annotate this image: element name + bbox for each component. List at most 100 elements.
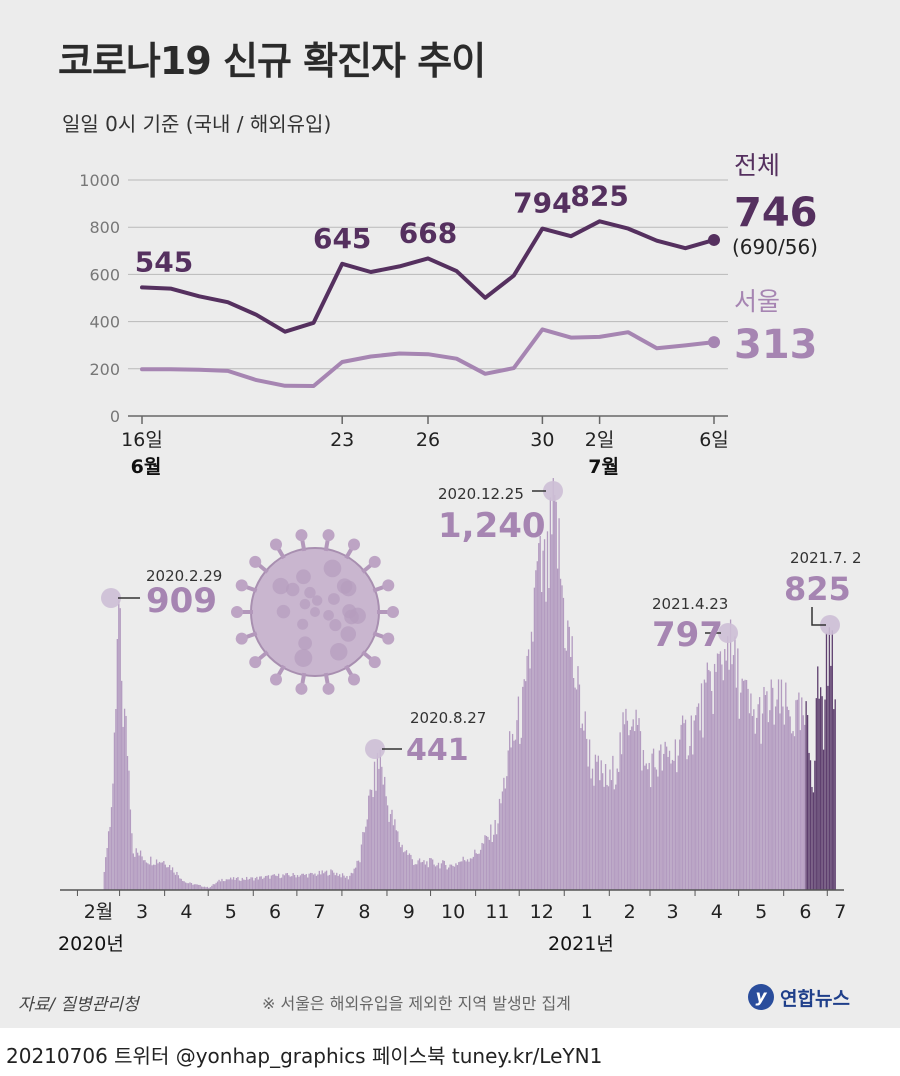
annotation-value: 441 [406,733,469,768]
daily-bar [298,876,300,890]
daily-bar [805,701,807,890]
daily-bar [825,632,828,890]
daily-bar [103,871,105,890]
daily-bar [527,649,530,890]
bar-month-label: 10 [441,901,465,923]
daily-bar [469,858,472,890]
daily-bar [525,681,527,890]
daily-bar [748,713,751,890]
virus-texture-icon [294,649,313,667]
annotation-marker [820,615,840,635]
daily-bar [190,883,193,890]
total-end-detail: (690/56) [732,235,818,259]
daily-bar [312,874,315,890]
daily-bar [160,862,162,890]
daily-bar [157,863,159,890]
daily-bar [696,706,698,890]
daily-bar [699,730,701,890]
daily-bar [261,878,264,890]
daily-bar [827,685,829,890]
daily-bar [264,875,267,890]
daily-bar [831,630,833,890]
daily-bar [484,835,486,890]
daily-bar [164,864,166,890]
daily-bar [743,680,745,890]
daily-bar [119,608,121,890]
daily-bar [386,805,389,890]
annotation-leader [811,607,826,626]
daily-bar [602,773,604,890]
daily-bar [636,724,639,890]
daily-bar [400,847,402,890]
daily-bar [379,749,382,890]
daily-bar [269,878,271,890]
annotation-marker [365,739,385,759]
daily-bar [644,765,646,890]
daily-bar [651,753,653,890]
y-tick-label: 0 [110,407,120,426]
daily-bar [745,680,748,890]
daily-bar [216,881,219,890]
daily-bar [562,597,565,890]
daily-bar [328,874,331,890]
y-tick-label: 1000 [79,171,120,190]
daily-bar [654,767,656,890]
daily-bar [789,716,791,890]
daily-bar [587,766,589,890]
total-series-line [140,219,716,334]
virus-texture-icon [299,598,311,610]
daily-bar [588,739,591,890]
daily-bar [126,756,129,890]
daily-bar [798,692,800,890]
daily-bar [604,764,607,890]
daily-bar [591,768,594,890]
daily-bar [366,819,368,890]
daily-bar [417,860,419,890]
daily-bar [184,882,187,890]
daily-bar [455,863,457,890]
bar-month-label: 6 [269,901,281,923]
daily-bar [177,875,180,890]
daily-bar [776,699,778,890]
annotation-date: 2021.4.23 [652,595,728,613]
daily-bar [616,768,618,890]
daily-bar [439,868,441,890]
daily-bar [607,786,610,890]
total-data-label: 794 [513,187,571,220]
daily-bar [212,884,214,890]
daily-bar [349,875,351,890]
daily-bar [642,750,645,890]
daily-bar [346,876,348,890]
virus-spike-tip-icon [270,538,282,551]
daily-bar [244,879,246,890]
x-tick-label: 16일 [121,429,163,451]
y-tick-label: 600 [89,265,120,284]
daily-bar [267,875,270,890]
daily-bar [206,886,209,890]
daily-bar [296,875,299,890]
virus-texture-icon [304,586,316,599]
daily-bar [523,679,525,890]
daily-bar [134,856,136,890]
bar-year-label: 2020년 [58,933,124,955]
daily-bar [416,864,418,890]
daily-bar [463,860,466,890]
daily-bar [802,715,804,890]
yonhap-logo-text: 연합뉴스 [780,987,850,1010]
daily-bar [413,864,415,890]
daily-bar [440,863,443,890]
daily-bar [308,873,310,890]
daily-bar [330,869,332,890]
daily-bar [182,880,184,890]
daily-bar [251,877,254,890]
daily-bar [293,874,296,890]
daily-bar [774,706,777,890]
daily-bar [477,853,479,890]
daily-bar [674,739,677,890]
daily-bar [539,535,541,890]
daily-bar [541,592,543,890]
daily-bar [811,786,813,890]
daily-bar [721,664,723,890]
daily-bar [570,656,572,890]
bar-month-label: 4 [711,901,723,923]
